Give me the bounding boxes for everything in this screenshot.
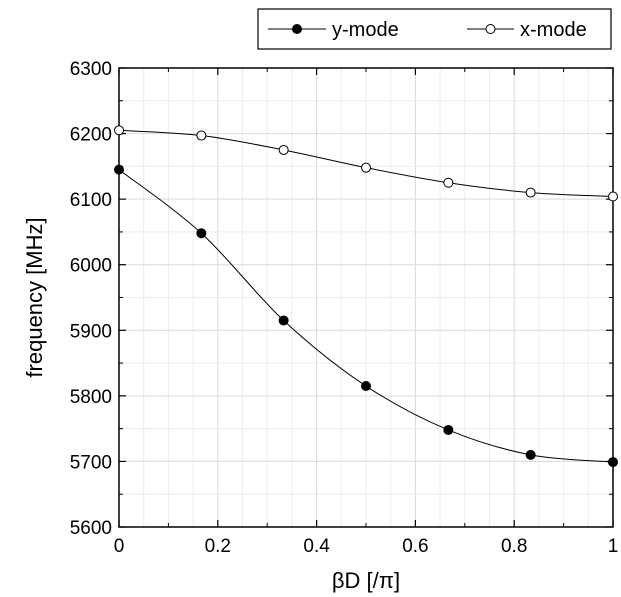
data-point-x-mode (114, 125, 124, 136)
y-tick-label: 5600 (70, 518, 112, 539)
data-point-x-mode (608, 191, 618, 202)
data-point-y-mode (361, 381, 371, 392)
y-tick-label: 5900 (70, 321, 112, 342)
series-y-mode (114, 164, 618, 468)
data-point-x-mode (525, 187, 536, 198)
y-tick-label: 6300 (70, 59, 112, 80)
y-tick-label: 6200 (70, 125, 112, 146)
data-point-y-mode (114, 164, 124, 175)
legend-label-x-mode: x-mode (520, 19, 587, 41)
data-point-x-mode (196, 130, 207, 141)
x-tick-label: 1 (608, 536, 619, 557)
grid (119, 68, 613, 527)
x-tick-label: 0.8 (501, 536, 527, 557)
series-layer (114, 125, 618, 468)
x-tick-label: 0 (114, 536, 125, 557)
legend-marker-y-mode (292, 24, 302, 34)
axis-ticks: 0 0.2 0.4 0.6 0.8 1 5600 5700 5800 5900 6000 6100 62… (70, 59, 619, 557)
series-x-mode (114, 125, 618, 202)
data-point-y-mode (278, 315, 289, 326)
data-point-x-mode (361, 162, 371, 173)
y-tick-label: 5800 (70, 387, 112, 408)
data-point-y-mode (608, 457, 618, 468)
legend-marker-x-mode (485, 24, 496, 34)
y-tick-label: 6100 (70, 190, 112, 211)
data-point-y-mode (525, 449, 536, 460)
legend: y-mode x-mode (257, 8, 612, 50)
legend-label-y-mode: y-mode (332, 19, 399, 41)
data-point-y-mode (196, 228, 207, 239)
x-tick-label: 0.2 (205, 536, 231, 557)
data-point-x-mode (443, 177, 454, 188)
y-axis-label: frequency [MHz] (22, 217, 47, 377)
data-point-x-mode (278, 144, 289, 155)
x-tick-label: 0.6 (402, 536, 428, 557)
y-tick-label: 5700 (70, 452, 112, 473)
x-tick-label: 0.4 (303, 536, 330, 557)
x-axis-label: βD [/π] (332, 568, 400, 593)
y-tick-label: 6000 (70, 256, 112, 277)
data-point-y-mode (443, 424, 454, 435)
